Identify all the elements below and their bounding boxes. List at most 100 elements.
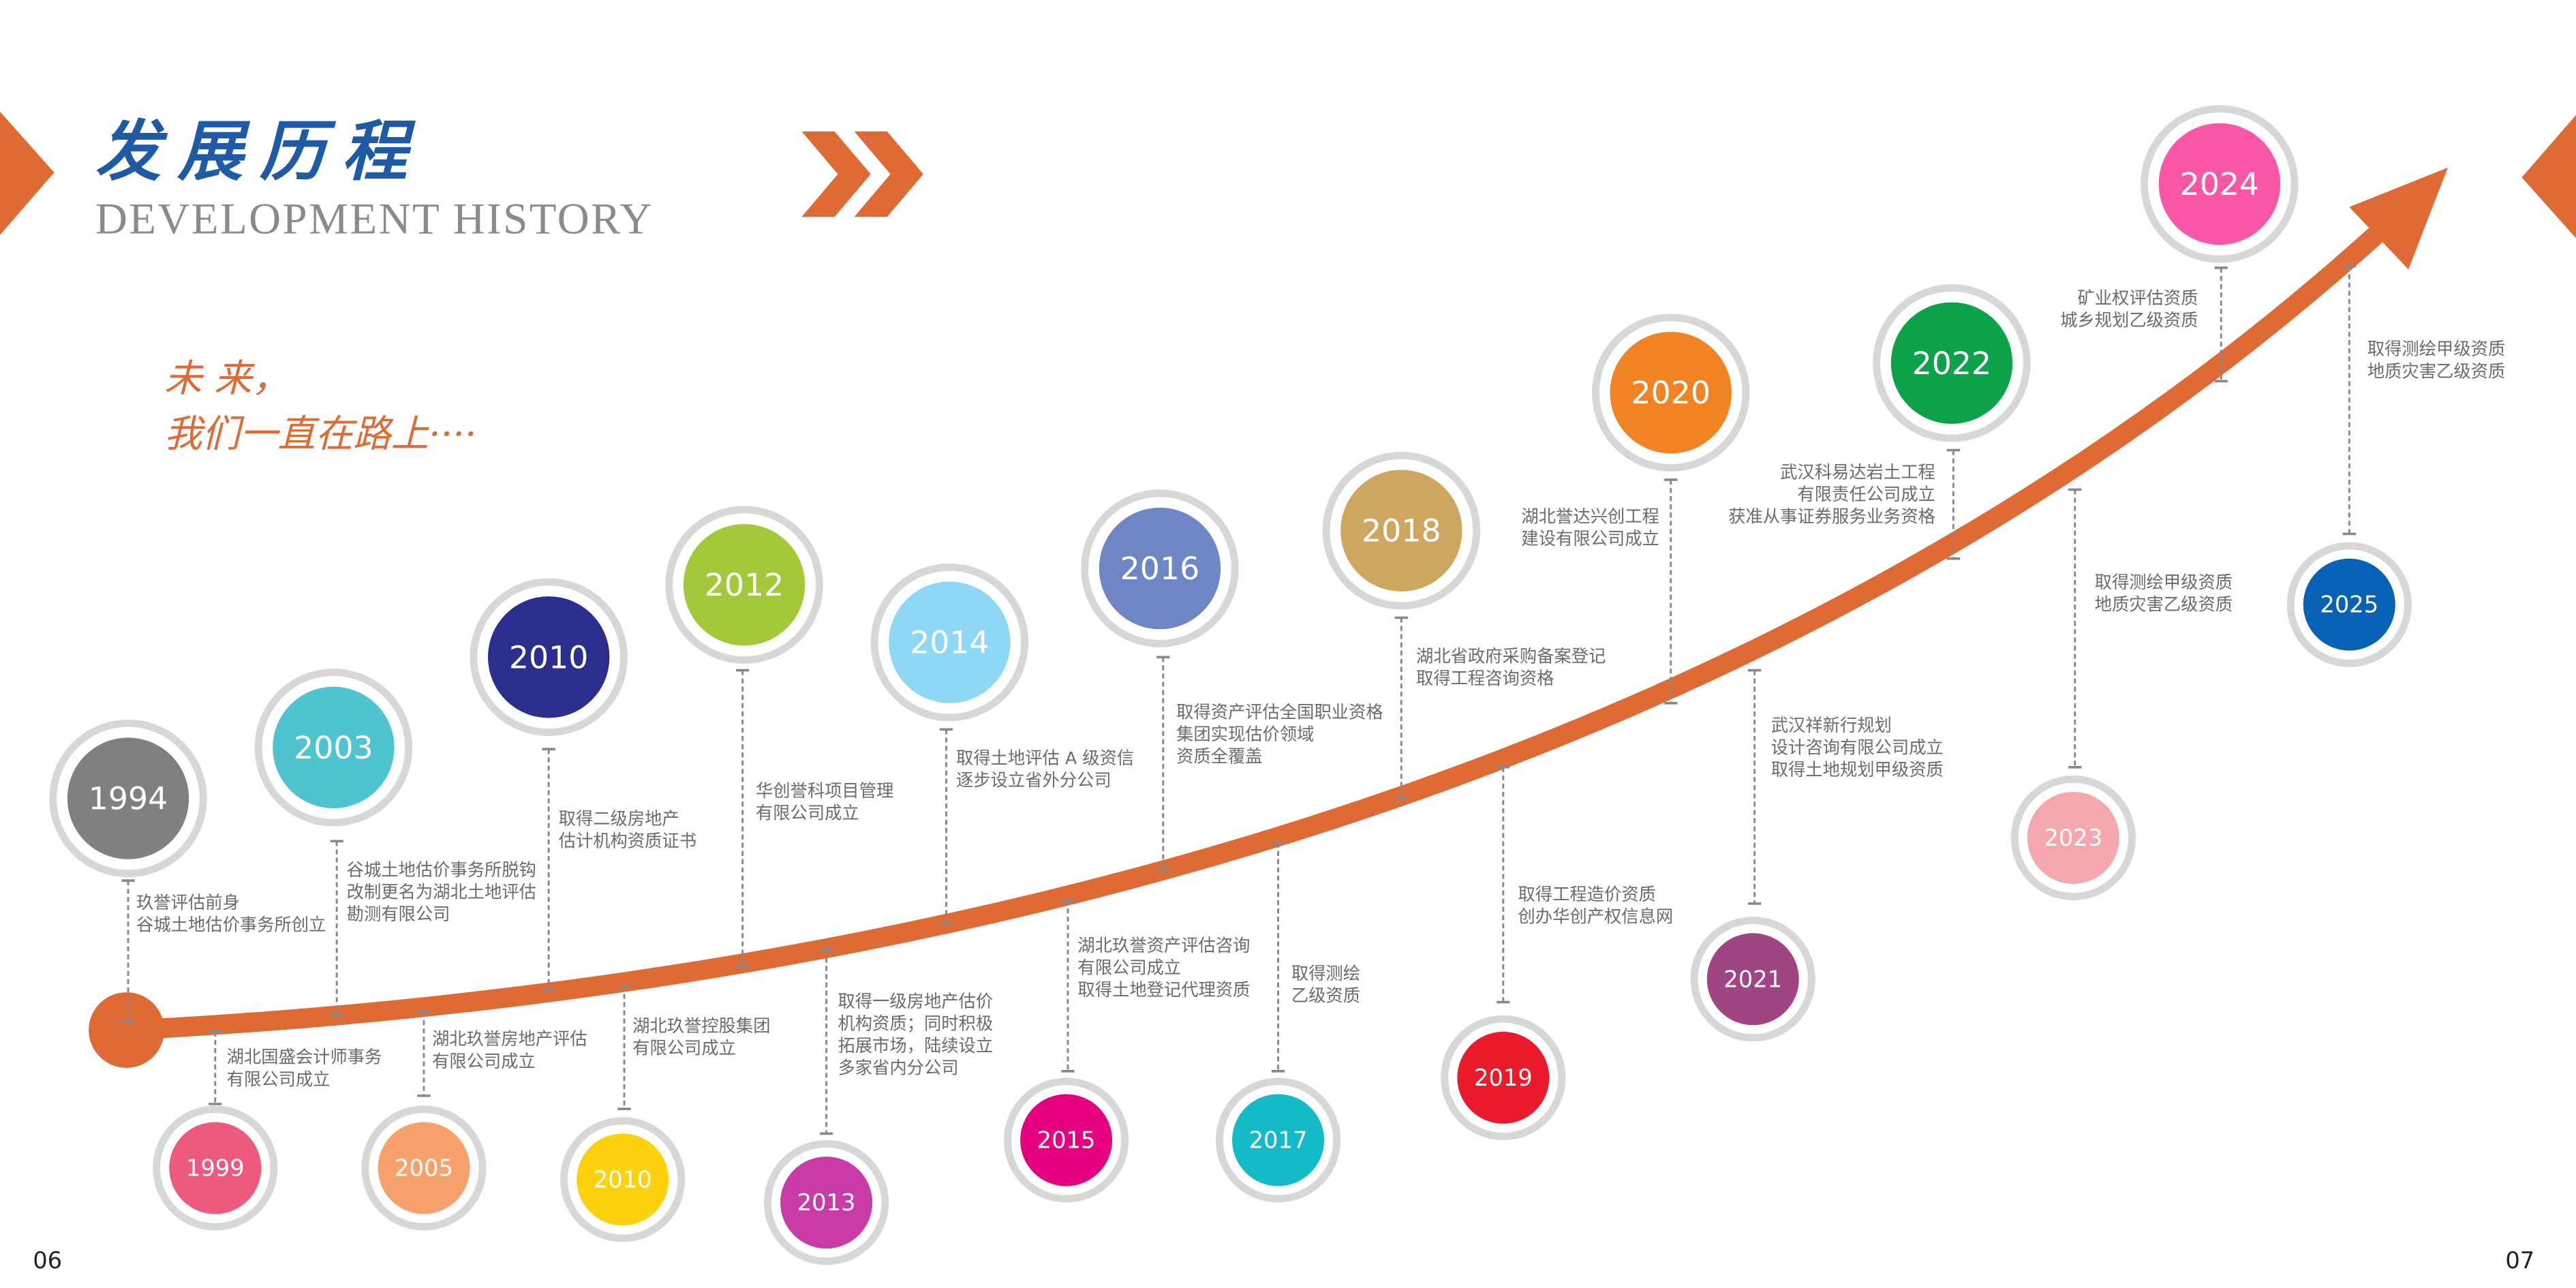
milestone-text: 湖北省政府采购备案登记 [1416,647,1606,666]
year-badge [487,596,610,718]
title: 发展历程 [95,112,424,190]
year-badge [1890,302,2013,424]
page-number: 07 [2505,1247,2534,1274]
year-label: 1999 [186,1155,245,1182]
milestone-text: 取得二级房地产 [559,809,679,829]
milestone-text: 地质灾害乙级资质 [2367,361,2505,381]
milestone-text: 湖北誉达兴创工程 [1521,507,1659,527]
year-badge [1457,1031,1550,1124]
milestone-text: 谷城土地估价事务所创立 [136,915,326,935]
year-badge [1232,1094,1325,1186]
year-label: 2016 [1120,550,1200,587]
milestone-text: 资质全覆盖 [1176,747,1263,767]
slogan: 未 来， [164,357,290,401]
milestone-text: 改制更名为湖北土地评估 [347,882,536,902]
year-label: 2025 [2320,592,2378,618]
year-label: 2023 [2044,825,2102,851]
year-label: 2020 [1631,374,1711,411]
milestones: 1994玖誉评估前身谷城土地估价事务所创立1999湖北国盛会计师事务有限公司成立… [49,105,2505,1266]
year-badge [889,581,1011,703]
milestone-text: 设计咨询有限公司成立 [1771,737,1944,757]
milestone-text: 湖北玖誉资产评估咨询 [1077,936,1250,955]
milestone-text: 多家省内分公司 [838,1058,958,1077]
subtitle: DEVELOPMENT HISTORY [95,194,654,243]
year-label: 2022 [1912,345,1992,382]
milestone-text: 拓展市场，陆续设立 [838,1036,993,1056]
year-label: 2003 [294,729,373,766]
milestone-text: 湖北玖誉房地产评估 [432,1029,587,1049]
year-badge [1340,470,1462,592]
year-badge [2303,558,2395,651]
year-badge [1610,331,1732,454]
year-badge [67,737,189,859]
milestone-text: 取得测绘甲级资质 [2095,572,2233,592]
milestone-text: 集团实现估价领域 [1176,724,1314,744]
milestone-text: 取得测绘 [1291,964,1360,983]
milestone-text: 勘测有限公司 [347,904,450,924]
year-badge [378,1122,470,1214]
milestone-text: 取得一级房地产估价 [838,992,993,1011]
milestone-text: 取得土地规划甲级资质 [1771,760,1944,780]
milestone-text: 取得工程造价资质 [1518,885,1655,904]
milestone-text: 武汉祥新行规划 [1771,716,1892,735]
start-dot [89,992,165,1068]
milestone-text: 玖誉评估前身 [136,893,240,913]
milestone-text: 获准从事证券服务业务资格 [1728,507,1935,527]
milestone-text: 有限公司成立 [227,1069,331,1089]
milestone-text: 城乡规划乙级资质 [2060,311,2198,331]
milestone-text: 华创誉科项目管理 [756,781,893,801]
left-triangle [0,111,55,235]
slogan: 我们一直在路上···· [164,413,477,457]
milestone-text: 逐步设立省外分公司 [956,771,1111,791]
milestone-text: 湖北国盛会计师事务 [227,1047,382,1067]
milestone-text: 创办华创产权信息网 [1518,907,1673,927]
milestone-text: 矿业权评估资质 [2077,288,2198,308]
year-label: 2019 [1474,1064,1533,1091]
year-label: 2021 [1723,966,1782,992]
year-label: 2024 [2180,166,2260,202]
milestone-text: 湖北玖誉控股集团 [632,1016,770,1036]
milestone-text: 乙级资质 [1291,985,1360,1005]
year-label: 1994 [89,780,168,817]
year-label: 2005 [395,1155,453,1182]
year-label: 2018 [1362,512,1441,549]
milestone-text: 取得资产评估全国职业资格 [1176,702,1383,722]
year-badge [1020,1094,1113,1186]
milestone-text: 取得测绘甲级资质 [2367,339,2505,359]
milestone-text: 取得土地评估 A 级资信 [956,748,1134,768]
page-number: 06 [33,1247,62,1274]
year-badge [780,1156,873,1249]
milestone-text: 取得工程咨询资格 [1416,669,1554,688]
year-badge [2027,791,2119,884]
year-label: 2012 [705,566,784,603]
year-badge [683,524,806,646]
milestone-text: 取得土地登记代理资质 [1077,980,1250,1000]
milestone-text: 有限公司成立 [632,1038,736,1058]
milestone-text: 有限公司成立 [1077,957,1181,977]
milestone-text: 有限公司成立 [756,803,859,823]
milestone-text: 武汉科易达岩土工程 [1780,463,1935,482]
year-label: 2014 [910,624,990,661]
milestone-text: 估计机构资质证书 [559,831,696,851]
milestone-text: 建设有限公司成立 [1521,529,1659,549]
year-badge [273,686,395,809]
milestone-text: 机构资质；同时积极 [838,1013,993,1033]
year-badge [1706,933,1799,1026]
right-triangle [2521,114,2576,239]
year-label: 2015 [1037,1127,1096,1154]
year-badge [2158,123,2281,245]
milestone-text: 地质灾害乙级资质 [2095,595,2233,615]
chevron [854,131,923,217]
year-badge [169,1122,262,1214]
chevron [801,131,871,217]
year-label: 2013 [797,1189,856,1216]
year-badge [1099,507,1221,630]
year-badge [577,1133,669,1226]
milestone-text: 谷城土地估价事务所脱钩 [347,860,536,880]
year-label: 2010 [594,1166,652,1193]
milestone-text: 有限责任公司成立 [1797,485,1935,504]
milestone-text: 有限公司成立 [432,1052,536,1071]
year-label: 2017 [1249,1127,1308,1154]
arrow-head [2349,167,2448,270]
